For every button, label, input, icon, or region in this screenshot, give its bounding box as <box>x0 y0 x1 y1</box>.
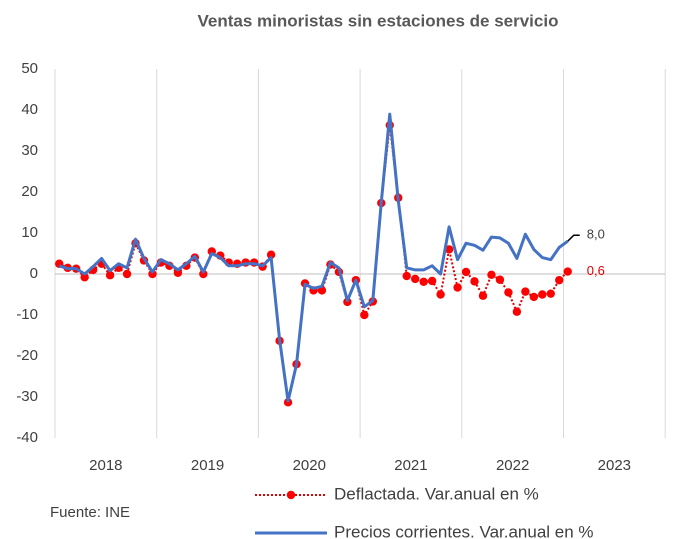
x-tick-label: 2022 <box>496 457 529 474</box>
legend-label: Precios corrientes. Var.anual en % <box>334 522 594 539</box>
point <box>199 269 208 279</box>
label-leader <box>567 234 580 242</box>
point <box>512 307 522 316</box>
data-label: 8,0 <box>587 227 605 242</box>
series-line <box>58 124 569 404</box>
point <box>538 290 547 299</box>
point <box>360 310 369 320</box>
point <box>563 267 572 276</box>
point <box>436 290 445 299</box>
point <box>529 292 539 302</box>
point <box>173 268 183 277</box>
point <box>504 288 513 297</box>
y-tick-label: 30 <box>21 142 38 159</box>
legend-point <box>286 490 296 500</box>
point <box>122 269 132 279</box>
point <box>444 245 454 254</box>
point <box>478 291 488 300</box>
point <box>546 289 555 298</box>
point <box>555 275 564 285</box>
source: Fuente: INE <box>50 504 130 521</box>
y-tick-label: 20 <box>21 183 38 200</box>
y-tick-label: 10 <box>21 224 38 241</box>
point <box>427 276 437 286</box>
point <box>461 267 471 277</box>
series-line <box>58 112 569 403</box>
x-tick-label: 2018 <box>89 457 122 474</box>
point <box>419 277 428 286</box>
x-tick-label: 2023 <box>598 457 631 474</box>
y-tick-label: -10 <box>16 306 38 323</box>
y-tick-label: 0 <box>30 265 38 282</box>
y-tick-label: 50 <box>21 60 38 77</box>
y-tick-label: -30 <box>16 388 38 405</box>
x-tick-label: 2020 <box>293 457 326 474</box>
point <box>402 271 411 281</box>
point <box>80 273 89 282</box>
point <box>521 287 530 296</box>
x-tick-label: 2019 <box>191 457 224 474</box>
point <box>487 270 496 280</box>
y-tick-label: 40 <box>21 101 38 118</box>
y-tick-label: -40 <box>16 429 38 446</box>
point <box>410 274 420 284</box>
chart-title: Ventas minoristas sin estaciones de serv… <box>198 11 559 30</box>
point <box>105 271 115 280</box>
data-label: 0,6 <box>587 263 605 278</box>
point <box>266 250 276 259</box>
legend-label: Deflactada. Var.anual en % <box>334 484 539 503</box>
point <box>495 275 505 284</box>
x-tick-label: 2021 <box>394 457 427 474</box>
point <box>470 277 479 286</box>
point <box>453 283 462 292</box>
point <box>148 269 157 279</box>
y-tick-label: -20 <box>16 347 38 364</box>
